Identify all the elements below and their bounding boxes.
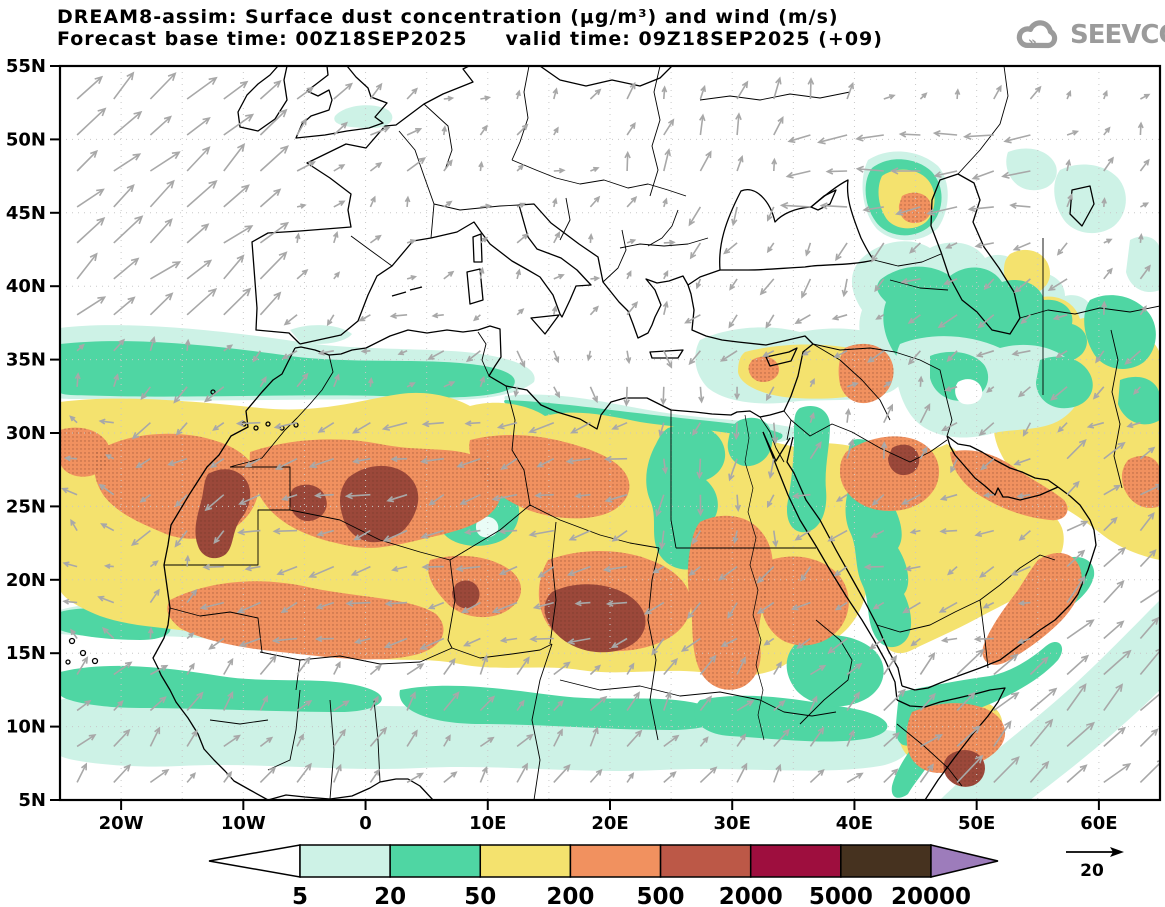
lon-tick-label: 50E bbox=[958, 813, 995, 834]
figure-subtitle: Forecast base time: 00Z18SEP2025 valid t… bbox=[57, 28, 883, 50]
wind-reference: 20 bbox=[1066, 847, 1124, 881]
lon-tick-label: 40E bbox=[836, 813, 873, 834]
lat-tick-label: 20N bbox=[6, 570, 46, 591]
lat-tick-label: 55N bbox=[6, 56, 46, 77]
legend-tick-label: 2000 bbox=[719, 884, 783, 907]
reference-arrow-icon bbox=[1110, 847, 1124, 857]
lat-tick-label: 40N bbox=[6, 276, 46, 297]
chevron-glyph: » bbox=[1028, 34, 1037, 50]
lon-tick-label: 60E bbox=[1080, 813, 1117, 834]
lat-tick-label: 35N bbox=[6, 350, 46, 371]
lat-tick-label: 5N bbox=[18, 790, 46, 811]
legend-tick-label: 20000 bbox=[891, 884, 971, 907]
seevccc-logo: » SEEVCCC bbox=[1014, 16, 1165, 54]
lon-tick-label: 20E bbox=[591, 813, 628, 834]
wind-arrows bbox=[61, 71, 1160, 784]
figure-titles: DREAM8-assim: Surface dust concentration… bbox=[57, 6, 883, 50]
axis-ticks-and-labels: 20W 10W 0 10E 20E 30E 40E 50E 60E 55N 50N 45N 40N 35N… bbox=[6, 56, 1118, 834]
legend-colorbar: 5 20 50 200 500 2000 5000 20000 bbox=[208, 844, 999, 907]
dust-concentration-shading bbox=[60, 105, 1160, 800]
lat-tick-label: 30N bbox=[6, 423, 46, 444]
lat-tick-label: 15N bbox=[6, 643, 46, 664]
lat-tick-label: 10N bbox=[6, 717, 46, 738]
legend-tick-label: 500 bbox=[637, 884, 685, 907]
legend-tick-label: 5000 bbox=[809, 884, 873, 907]
lon-tick-label: 0 bbox=[359, 813, 372, 834]
legend-tick-label: 50 bbox=[464, 884, 496, 907]
reference-arrow-label: 20 bbox=[1080, 861, 1104, 881]
lon-tick-label: 10E bbox=[469, 813, 506, 834]
lon-tick-label: 10W bbox=[221, 813, 266, 834]
lat-tick-label: 50N bbox=[6, 129, 46, 150]
legend-tick-label: 200 bbox=[546, 884, 594, 907]
lon-tick-label: 30E bbox=[714, 813, 751, 834]
legend-tick-label: 5 bbox=[292, 884, 308, 907]
lat-tick-label: 45N bbox=[6, 203, 46, 224]
figure-title: DREAM8-assim: Surface dust concentration… bbox=[57, 6, 839, 28]
legend-tick-label: 20 bbox=[374, 884, 406, 907]
lat-tick-label: 25N bbox=[6, 496, 46, 517]
cloud-icon: » bbox=[1016, 20, 1058, 50]
logo-text: SEEVCCC bbox=[1070, 20, 1165, 50]
lon-tick-label: 20W bbox=[99, 813, 144, 834]
